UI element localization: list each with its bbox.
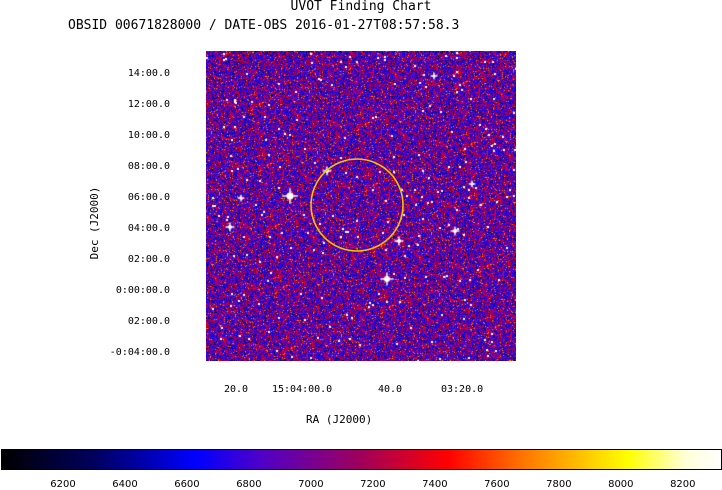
x-tick-label: 40.0: [378, 384, 403, 395]
colorbar-tick-label: 8000: [608, 479, 634, 490]
y-axis-title: Dec (J2000): [88, 186, 101, 260]
colorbar-tick-label: 6800: [236, 479, 262, 490]
colorbar-tick-label: 6400: [112, 479, 138, 490]
y-tick-label: 02:00.0: [127, 316, 170, 327]
y-tick-label: 08:00.0: [127, 161, 170, 172]
y-tick-label: 06:00.0: [127, 192, 170, 203]
x-axis-title: RA (J2000): [306, 413, 373, 426]
colorbar-tick-label: 7600: [484, 479, 510, 490]
colorbar: [1, 449, 722, 470]
chart-subtitle: OBSID 00671828000 / DATE-OBS 2016-01-27T…: [68, 18, 460, 33]
x-tick-label: 15:04:00.0: [272, 384, 333, 395]
x-tick-label: 20.0: [224, 384, 249, 395]
colorbar-tick-label: 7400: [422, 479, 448, 490]
colorbar-tick-label: 7200: [360, 479, 386, 490]
colorbar-tick-label: 8200: [670, 479, 696, 490]
x-tick-label: 03:20.0: [441, 384, 484, 395]
y-tick-label: 0:00:00.0: [115, 285, 170, 296]
source-region-circle: [310, 158, 404, 252]
colorbar-tick-label: 7800: [546, 479, 572, 490]
y-tick-label: 12:00.0: [127, 99, 170, 110]
y-tick-label: 04:00.0: [127, 223, 170, 234]
colorbar-tick-label: 6600: [174, 479, 200, 490]
sky-image-canvas: [206, 51, 516, 361]
y-tick-label: -0:04:00.0: [109, 347, 170, 358]
sky-image: [206, 51, 516, 361]
chart-title: UVOT Finding Chart: [290, 0, 432, 14]
region-overlay: [310, 158, 404, 252]
y-tick-label: 14:00.0: [127, 68, 170, 79]
y-tick-label: 10:00.0: [127, 130, 170, 141]
colorbar-tick-label: 6200: [50, 479, 76, 490]
y-tick-label: 02:00.0: [127, 254, 170, 265]
colorbar-tick-label: 7000: [298, 479, 324, 490]
